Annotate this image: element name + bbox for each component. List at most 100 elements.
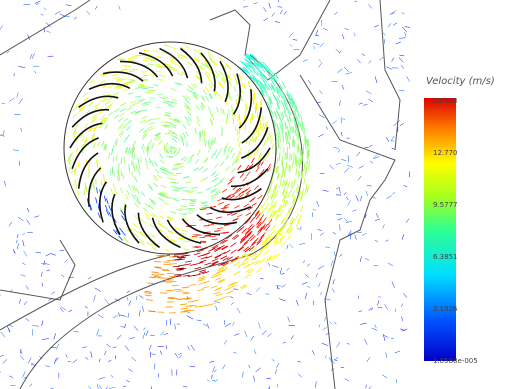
vector xyxy=(27,220,30,225)
vector xyxy=(146,330,148,336)
vector xyxy=(393,23,397,26)
vector xyxy=(271,138,273,144)
vector xyxy=(366,191,368,196)
vector xyxy=(228,65,231,70)
vector xyxy=(86,11,90,15)
vector xyxy=(375,240,378,241)
vector xyxy=(286,161,287,168)
vector xyxy=(206,97,209,102)
vector xyxy=(173,200,179,201)
vector xyxy=(219,57,223,62)
vector xyxy=(399,57,403,62)
vector xyxy=(195,159,199,163)
vector xyxy=(124,118,129,122)
vector xyxy=(276,369,277,374)
vector xyxy=(114,93,119,95)
vector xyxy=(290,44,292,46)
vector xyxy=(111,189,113,195)
vector xyxy=(293,126,294,133)
vector xyxy=(5,181,6,186)
vector xyxy=(363,104,367,105)
vector xyxy=(404,186,408,187)
vector xyxy=(400,123,404,125)
vector xyxy=(108,85,114,87)
vector xyxy=(155,219,160,222)
vector xyxy=(203,253,210,255)
vector xyxy=(183,124,187,129)
vector xyxy=(252,136,253,142)
vector xyxy=(151,354,155,355)
vector xyxy=(202,203,208,204)
vector xyxy=(332,288,334,292)
vector xyxy=(272,224,276,230)
vector xyxy=(216,293,223,295)
vector xyxy=(196,105,200,110)
vector xyxy=(143,328,145,331)
vector xyxy=(41,263,45,264)
vector xyxy=(132,172,134,178)
vector xyxy=(266,203,269,209)
vector xyxy=(207,380,209,382)
vector xyxy=(388,23,391,27)
vector xyxy=(131,357,136,361)
vector xyxy=(298,215,301,221)
wall xyxy=(0,0,90,55)
vector xyxy=(283,342,286,343)
vector xyxy=(258,126,259,132)
vector xyxy=(143,332,145,338)
vector xyxy=(230,148,232,154)
vector xyxy=(104,106,109,110)
vector xyxy=(263,141,265,147)
vector xyxy=(41,272,42,277)
vector xyxy=(318,229,322,231)
vector xyxy=(44,261,45,266)
vector xyxy=(121,216,124,221)
vector xyxy=(155,64,161,65)
vector xyxy=(146,217,151,221)
vector xyxy=(115,189,117,195)
vector xyxy=(263,18,267,20)
vector xyxy=(336,187,339,189)
vector xyxy=(370,161,373,163)
vector xyxy=(139,295,143,298)
vector xyxy=(292,190,294,197)
vector xyxy=(9,98,14,102)
vector xyxy=(322,343,328,345)
vector xyxy=(227,257,233,260)
vector xyxy=(162,172,167,175)
vector xyxy=(214,370,217,372)
vector xyxy=(127,107,132,110)
vector xyxy=(24,301,27,305)
vector xyxy=(129,104,135,106)
vector xyxy=(113,315,118,317)
vector xyxy=(215,299,222,301)
vector xyxy=(155,169,159,173)
vector xyxy=(125,194,128,199)
vector xyxy=(84,124,88,129)
vector xyxy=(142,110,148,112)
vector xyxy=(118,118,123,122)
vector xyxy=(209,361,214,362)
vector xyxy=(182,230,188,231)
vector xyxy=(280,135,281,142)
vector xyxy=(372,328,378,330)
vector xyxy=(81,137,84,142)
vector xyxy=(165,171,171,173)
vector xyxy=(119,113,124,116)
vector xyxy=(331,260,333,266)
vector xyxy=(85,357,88,359)
vector xyxy=(375,219,380,221)
vector xyxy=(181,218,187,219)
vector xyxy=(95,288,101,292)
vector xyxy=(217,228,223,229)
vector xyxy=(243,372,244,377)
vector xyxy=(204,158,208,163)
vector xyxy=(121,188,123,194)
vector xyxy=(238,165,242,170)
vector xyxy=(3,130,4,136)
vector xyxy=(124,138,127,143)
legend-title: Velocity (m/s) xyxy=(426,76,495,87)
vector xyxy=(197,192,203,193)
vector xyxy=(205,87,209,92)
wall xyxy=(210,0,330,80)
